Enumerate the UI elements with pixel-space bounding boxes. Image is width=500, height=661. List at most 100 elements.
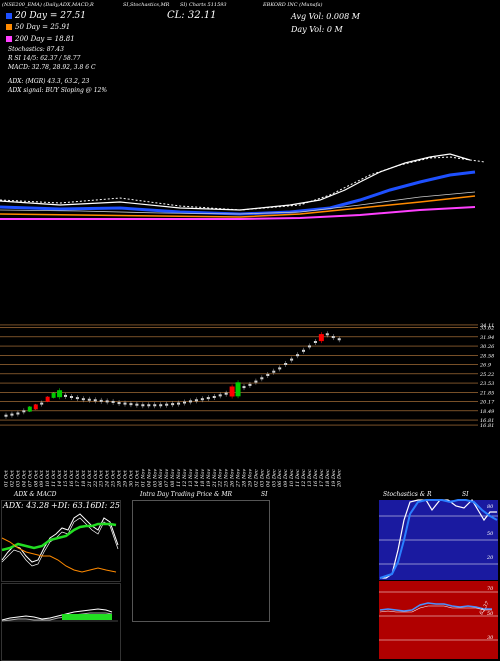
date-axis-label: 05 Nov <box>152 469 158 487</box>
date-axis-label: 17 Oct <box>75 469 81 487</box>
legend-swatch <box>6 36 12 42</box>
stoch-level-80-label: 80 <box>487 504 494 510</box>
date-axis-label: 14 Oct <box>57 469 63 487</box>
rsi-line <box>379 602 492 612</box>
price-candle-colored <box>51 392 56 398</box>
header-title-mid: SI,Stochastics,MR <box>123 2 170 8</box>
stoch-k-line <box>380 499 497 579</box>
date-axis-label: 22 Oct <box>93 469 99 488</box>
date-axis-label: 28 Oct <box>117 469 123 488</box>
date-axis-label: 10 Oct <box>45 469 51 487</box>
date-axis-label: 21 Oct <box>87 469 93 488</box>
legend-swatch <box>6 24 12 30</box>
legend-label: 20 Day = 27.51 <box>15 11 87 21</box>
date-axis-label: 02 Dec <box>253 469 259 487</box>
date-axis-label: 12 Nov <box>182 469 188 487</box>
date-axis-label: 18 Dec <box>325 469 331 487</box>
close-price: CL: 32.11 <box>167 10 217 21</box>
date-axis-label: 29 Oct <box>123 469 129 488</box>
date-axis-label: 06 Dec <box>277 469 283 487</box>
date-axis-label: 12 Dec <box>301 469 307 487</box>
adx-green-line <box>1 522 117 552</box>
date-axis-label: 30 Oct <box>128 469 134 487</box>
date-axis-label: 28 Nov <box>242 469 248 488</box>
date-axis-label: 23 Oct <box>99 469 105 488</box>
adx-value: ADX: (MGR) 43.3, 63.2, 23 <box>8 78 90 85</box>
price-axis-label: 20.17 <box>479 400 495 406</box>
date-axis-label: 10 Dec <box>289 469 295 487</box>
date-axis-label: 08 Nov <box>170 469 176 487</box>
date-axis-label: 11 Nov <box>176 469 182 487</box>
header-title-left: (NSE200_EMA) (Daily,ADX,MACD,R <box>2 2 94 8</box>
date-axis-label: 22 Nov <box>218 469 224 488</box>
date-axis-label: 16 Dec <box>313 469 319 487</box>
price-axis-label: 31.94 <box>480 335 494 341</box>
avg-volume: Avg Vol: 0.008 M <box>291 12 360 21</box>
legend-label: 50 Day = 25.91 <box>15 23 71 31</box>
date-axis-label: 09 Oct <box>39 469 45 487</box>
legend-item: 50 Day = 25.91 <box>6 24 70 31</box>
price-candle-colored <box>45 396 50 402</box>
date-axis-label: 21 Nov <box>212 469 218 488</box>
date-axis-label: 01 Oct <box>4 469 10 487</box>
price-axis-label: 30.26 <box>480 344 495 350</box>
date-axis-label: 07 Nov <box>164 469 170 487</box>
price-axis-label: 16.81 <box>480 418 494 424</box>
date-axis-label: 04 Nov <box>146 469 152 487</box>
date-axis-label: 13 Dec <box>307 469 313 487</box>
adx-panel-minus-di: DI: 25 <box>95 501 120 510</box>
ema20-line <box>0 170 476 216</box>
date-axis-label: 16 Oct <box>69 469 75 487</box>
rsi-level-30-label: 30 <box>487 635 494 641</box>
stoch-d-line <box>379 499 498 579</box>
stoch-level-20-label: 20 <box>487 555 494 561</box>
legend-label: 200 Day = 18.81 <box>15 35 75 43</box>
date-axis-label: 25 Nov <box>224 469 230 488</box>
ema100-solid <box>0 153 471 211</box>
intraday-panel-title-suffix: SI <box>261 491 268 498</box>
rsi-value: R SI 14/5: 62.37 / 58.77 <box>8 55 81 62</box>
date-axis-label: 11 Oct <box>51 469 57 487</box>
rsi-level-70-label: 70 <box>487 586 494 592</box>
legend-item: 20 Day = 27.51 <box>6 12 86 21</box>
date-axis-label: 09 Dec <box>283 469 289 487</box>
date-axis-label: 19 Dec <box>331 469 337 487</box>
date-axis-label: 03 Dec <box>259 469 265 487</box>
day-volume: Day Vol: 0 M <box>291 25 343 34</box>
macd-white-line <box>1 608 113 621</box>
mrsi-line <box>379 605 492 613</box>
date-axis-label: 18 Nov <box>200 469 206 487</box>
price-axis-label: 25.22 <box>479 372 494 378</box>
date-axis-label: 07 Oct <box>27 469 33 487</box>
date-axis-label: 04 Oct <box>21 469 27 487</box>
intraday-panel-title: Intra Day Trading Price & MR <box>140 491 233 498</box>
price-candle-colored <box>33 404 38 410</box>
date-axis-label: 18 Oct <box>81 469 87 487</box>
date-axis-label: 14 Nov <box>194 469 200 487</box>
price-axis-label: 34.11 <box>480 323 494 329</box>
date-axis-label: 02 Oct <box>9 469 15 487</box>
date-axis-label: 05 Dec <box>271 469 277 487</box>
stoch-panel-title: Stochastics & R <box>383 491 432 498</box>
date-axis-label: 19 Nov <box>206 469 212 487</box>
date-axis-label: 27 Nov <box>236 469 242 488</box>
header-title-mid2: SI) Charts 511593 <box>180 2 227 8</box>
intraday-panel <box>132 500 270 622</box>
price-axis-label: 16.81 <box>480 423 494 429</box>
price-axis-label: 23.53 <box>479 381 494 387</box>
date-axis-label: 15 Oct <box>63 469 69 487</box>
price-axis-label: 26.9 <box>479 363 492 369</box>
ema50-line <box>0 195 476 218</box>
macd-signal-line <box>1 612 113 622</box>
adx-panel-plus-di: +DI: 63.16 <box>51 501 96 510</box>
date-axis-label: 04 Dec <box>265 469 271 487</box>
price-axis-label: 18.49 <box>480 409 495 415</box>
header-title-right: EBKORD INC (Munafa) <box>263 2 323 8</box>
date-axis-label: 01 Nov <box>140 469 146 487</box>
adx-signal: ADX signal: BUY Sloping @ 12% <box>8 87 108 94</box>
date-axis-label: 24 Oct <box>105 469 111 488</box>
date-axis-label: 06 Nov <box>158 469 164 487</box>
legend-item: 200 Day = 18.81 <box>6 36 75 43</box>
